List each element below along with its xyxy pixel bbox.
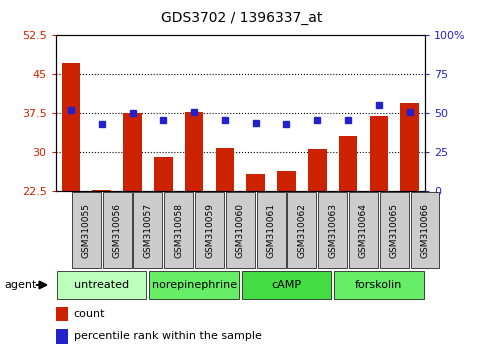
Bar [62,63,80,191]
FancyBboxPatch shape [57,271,146,299]
Text: GSM310056: GSM310056 [113,202,122,258]
Text: GDS3702 / 1396337_at: GDS3702 / 1396337_at [161,11,322,25]
Text: GSM310065: GSM310065 [390,202,399,258]
Bar [154,158,172,191]
Text: cAMP: cAMP [271,280,301,290]
Text: norepinephrine: norepinephrine [152,280,237,290]
Text: GSM310058: GSM310058 [174,202,183,258]
Text: GSM310060: GSM310060 [236,202,245,258]
Bar [215,148,234,191]
Text: GSM310055: GSM310055 [82,202,91,258]
Text: GSM310064: GSM310064 [359,202,368,258]
Text: untreated: untreated [74,280,129,290]
FancyBboxPatch shape [149,271,239,299]
Bar [339,136,357,191]
Bar [56,329,69,343]
Bar [308,149,327,191]
Text: GSM310062: GSM310062 [298,202,306,258]
Bar [185,112,203,191]
Bar [400,103,419,191]
Text: forskolin: forskolin [355,280,402,290]
Text: GSM310059: GSM310059 [205,202,214,258]
Bar [123,113,142,191]
Text: GSM310066: GSM310066 [421,202,429,258]
Text: GSM310057: GSM310057 [143,202,153,258]
Text: percentile rank within the sample: percentile rank within the sample [73,331,261,341]
Bar [92,190,111,191]
Bar [246,174,265,191]
Text: agent: agent [5,280,37,290]
FancyBboxPatch shape [334,271,424,299]
Text: GSM310063: GSM310063 [328,202,337,258]
Bar [56,307,69,321]
Bar [277,171,296,191]
FancyBboxPatch shape [242,271,331,299]
Bar [369,116,388,191]
Text: count: count [73,309,105,319]
Text: GSM310061: GSM310061 [267,202,276,258]
